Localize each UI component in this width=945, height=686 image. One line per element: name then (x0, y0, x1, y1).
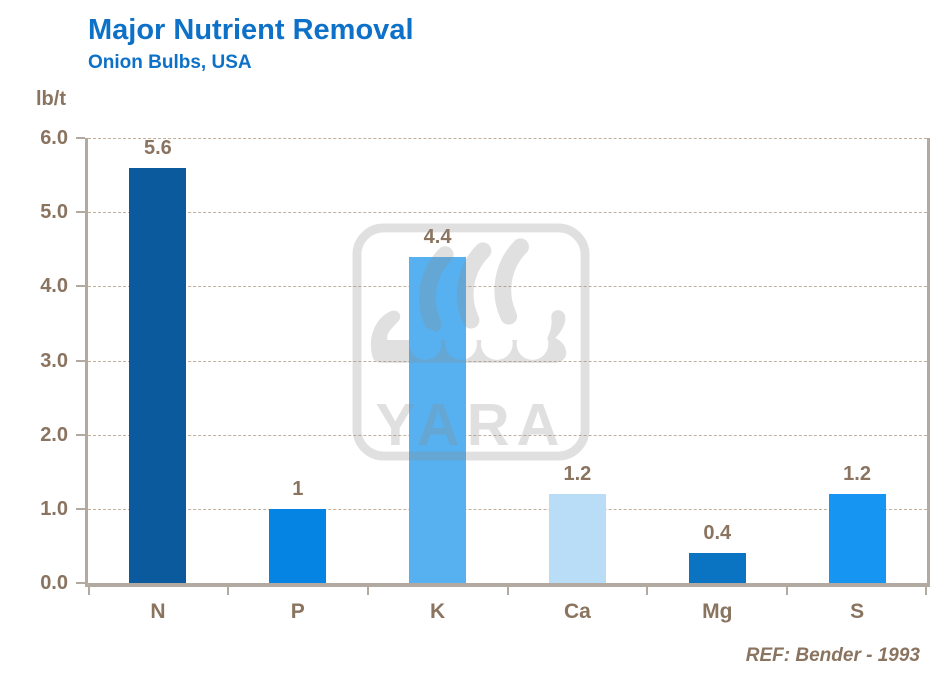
x-tick-1 (227, 587, 229, 595)
bar-N (129, 167, 187, 583)
bar-Mg (688, 553, 746, 583)
bar-value-K: 4.4 (423, 225, 452, 248)
bar-P (269, 508, 327, 583)
gridline-4 (88, 286, 927, 288)
y-tick-label-0: 0.0 (40, 572, 68, 594)
x-tick-4 (646, 587, 648, 595)
y-tick-label-3: 3.0 (40, 349, 68, 372)
y-tick-1 (76, 507, 85, 510)
bar-S (828, 494, 886, 583)
bar-value-Ca: 1.2 (563, 463, 592, 485)
bar-Ca (548, 494, 606, 583)
y-tick-0 (76, 582, 85, 584)
bar-K (409, 256, 467, 583)
x-label-Mg: Mg (702, 600, 733, 623)
bar-value-Mg: 0.4 (703, 522, 732, 545)
x-label-S: S (850, 600, 865, 623)
y-tick-6 (76, 137, 85, 139)
y-tick-4 (76, 285, 85, 288)
x-tick-0 (88, 587, 90, 595)
gridline-1 (88, 508, 927, 510)
y-tick-2 (76, 433, 85, 436)
x-tick-6 (925, 587, 927, 595)
x-tick-2 (367, 587, 369, 595)
bar-value-N: 5.6 (144, 136, 172, 159)
y-tick-label-5: 5.0 (40, 201, 68, 224)
gridline-3 (88, 360, 927, 362)
x-label-N: N (150, 600, 166, 623)
y-tick-label-6: 6.0 (40, 127, 68, 149)
y-tick-label-1: 1.0 (40, 497, 68, 520)
y-tick-label-2: 2.0 (40, 423, 68, 446)
reference-note: REF: Bender - 1993 (745, 645, 920, 666)
bar-value-S: 1.2 (843, 463, 871, 485)
x-tick-5 (786, 587, 788, 595)
gridline-5 (88, 212, 927, 214)
x-tick-3 (507, 587, 509, 595)
x-label-P: P (290, 600, 305, 623)
y-axis-title: lb/t (36, 88, 66, 110)
gridline-6 (88, 138, 927, 139)
y-tick-label-4: 4.0 (40, 275, 68, 298)
x-label-K: K (429, 600, 446, 623)
y-tick-5 (76, 211, 85, 214)
gridline-2 (88, 434, 927, 436)
plot-area: 0.0 1.0 2.0 3.0 4.0 5.0 6.0 5.6 1 4.4 1.2 0.4 1.2 (40, 127, 930, 595)
chart-subtitle: Onion Bulbs, USA (88, 52, 252, 73)
x-label-Ca: Ca (563, 600, 591, 623)
y-tick-3 (76, 359, 85, 362)
chart-title: Major Nutrient Removal (88, 14, 414, 46)
bar-value-P: 1 (292, 477, 304, 500)
